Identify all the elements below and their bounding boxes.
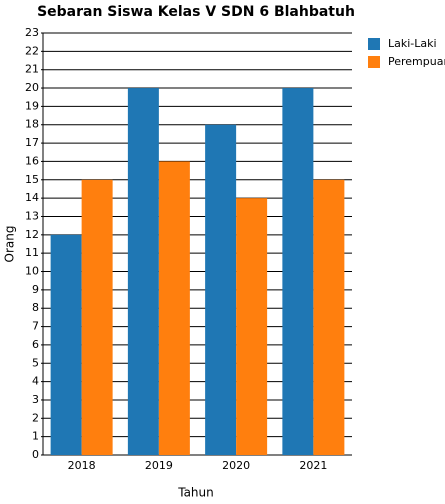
bar [127, 88, 159, 455]
bar [81, 179, 113, 456]
bar [205, 124, 237, 455]
legend-swatch [368, 38, 380, 50]
y-tick-label: 21 [25, 63, 39, 76]
y-tick-label: 6 [32, 338, 39, 351]
y-tick-label: 9 [32, 283, 39, 296]
y-tick-label: 22 [25, 44, 39, 57]
y-tick-label: 19 [25, 99, 39, 112]
x-tick-label: 2019 [145, 459, 173, 472]
bar [313, 179, 345, 456]
y-axis-label: Orang [3, 226, 17, 263]
y-tick-label: 0 [32, 448, 39, 461]
y-tick-label: 18 [25, 118, 39, 131]
bar [236, 198, 268, 455]
y-tick-label: 16 [25, 154, 39, 167]
x-tick-label: 2020 [222, 459, 250, 472]
y-tick-label: 12 [25, 228, 39, 241]
y-tick-label: 10 [25, 265, 39, 278]
bar [50, 234, 82, 455]
bar [282, 88, 314, 455]
y-tick-label: 17 [25, 136, 39, 149]
y-tick-label: 8 [32, 301, 39, 314]
x-tick-label: 2021 [299, 459, 327, 472]
legend-label: Laki-Laki [388, 37, 437, 50]
y-tick-label: 1 [32, 430, 39, 443]
y-tick-label: 20 [25, 81, 39, 94]
legend-swatch [368, 56, 380, 68]
x-axis-label: Tahun [177, 486, 214, 500]
y-tick-label: 23 [25, 26, 39, 39]
bar [158, 161, 190, 455]
x-tick-label: 2018 [68, 459, 96, 472]
y-tick-label: 13 [25, 209, 39, 222]
y-tick-label: 2 [32, 411, 39, 424]
y-tick-label: 15 [25, 173, 39, 186]
y-tick-label: 3 [32, 393, 39, 406]
y-tick-label: 5 [32, 356, 39, 369]
y-tick-label: 7 [32, 320, 39, 333]
legend-label: Perempuan [388, 55, 445, 68]
chart-title: Sebaran Siswa Kelas V SDN 6 Blahbatuh [37, 4, 355, 20]
y-tick-label: 4 [32, 375, 39, 388]
y-tick-label: 11 [25, 246, 39, 259]
y-tick-label: 14 [25, 191, 39, 204]
